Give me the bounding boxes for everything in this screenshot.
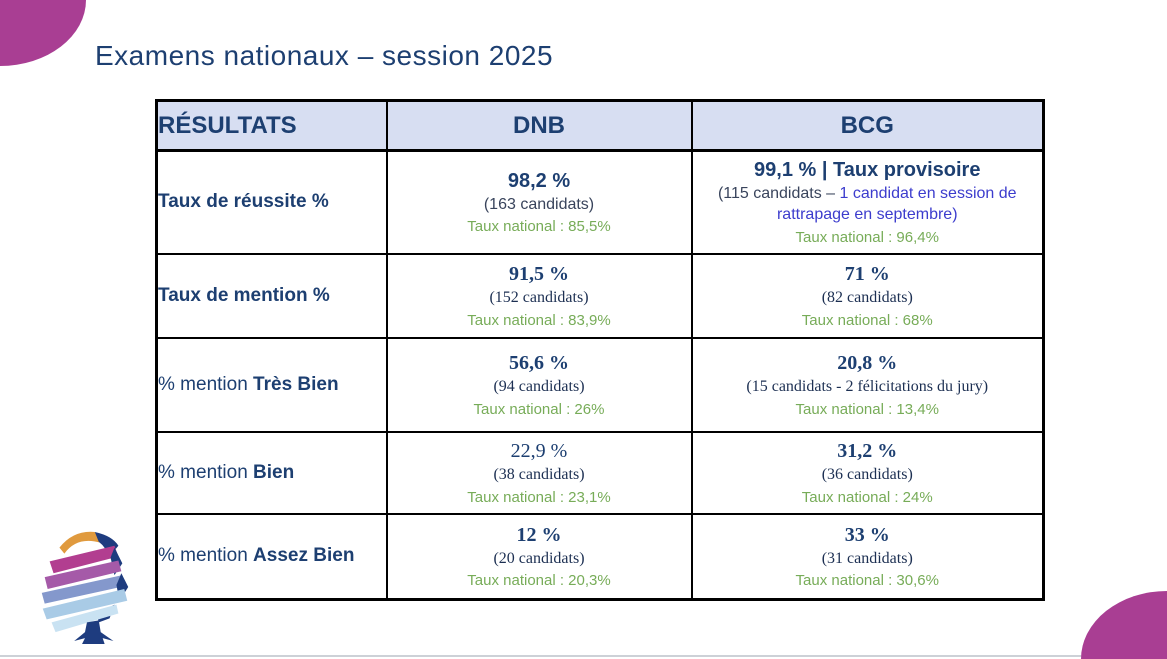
bcg-candidates: (31 candidats)	[821, 549, 913, 567]
bcg-cell: 71 % (82 candidats) Taux national : 68%	[690, 252, 1045, 339]
bcg-value: 71 %	[844, 262, 890, 285]
dnb-value: 91,5 %	[509, 262, 569, 285]
dnb-candidates: (152 candidats)	[489, 288, 589, 306]
column-header-dnb: DNB	[385, 99, 693, 152]
row-label-prefix: % mention	[158, 545, 254, 567]
table-row-mention-tres-bien: % mention Très Bien 56,6 % (94 candidats…	[155, 336, 1045, 433]
bcg-candidates: (36 candidats)	[821, 465, 913, 483]
row-label-bold: Bien	[253, 461, 295, 483]
bcg-national-rate: Taux national : 96,4%	[795, 228, 939, 246]
row-label: % mention Bien	[155, 430, 388, 515]
bcg-candidates-highlight: 1 candidat en session de rattrapage en s…	[776, 185, 1017, 223]
row-label: % mention Assez Bien	[155, 512, 388, 601]
row-label-bold: Taux de mention %	[158, 284, 330, 306]
dnb-national-rate: Taux national : 83,9%	[467, 311, 611, 329]
dnb-value: 12 %	[516, 523, 562, 546]
tree-ribbon-logo-icon	[41, 531, 129, 644]
bcg-candidates: (15 candidats - 2 félicitations du jury)	[746, 377, 989, 395]
dnb-national-rate: Taux national : 26%	[473, 400, 605, 418]
dnb-cell: 12 % (20 candidats) Taux national : 20,3…	[385, 512, 693, 601]
row-label-prefix: % mention	[158, 461, 254, 483]
dnb-cell: 91,5 % (152 candidats) Taux national : 8…	[385, 252, 693, 339]
bcg-value: 33 %	[844, 523, 890, 546]
dnb-cell: 98,2 % (163 candidats) Taux national : 8…	[385, 149, 693, 255]
page-title: Examens nationaux – session 2025	[95, 40, 554, 71]
table-row-mention-bien: % mention Bien 22,9 % (38 candidats) Tau…	[155, 430, 1045, 515]
dnb-national-rate: Taux national : 20,3%	[467, 572, 611, 590]
corner-decoration-top-left	[0, 0, 86, 66]
row-label-bold: Très Bien	[253, 373, 339, 395]
table-row-taux-reussite: Taux de réussite % 98,2 % (163 candidats…	[155, 149, 1045, 255]
bcg-candidates-navy: (115 candidats –	[717, 185, 840, 203]
bcg-value: 31,2 %	[837, 439, 898, 462]
dnb-national-rate: Taux national : 85,5%	[467, 218, 611, 236]
dnb-candidates: (163 candidats)	[483, 195, 595, 213]
row-label: % mention Très Bien	[155, 336, 388, 433]
row-label: Taux de réussite %	[155, 149, 388, 255]
bcg-cell: 20,8 % (15 candidats - 2 félicitations d…	[690, 336, 1045, 433]
row-label-prefix: % mention	[158, 373, 254, 395]
bcg-value: 20,8 %	[837, 351, 898, 374]
table-row-taux-mention: Taux de mention % 91,5 % (152 candidats)…	[155, 252, 1045, 339]
header-row: RÉSULTATS DNB BCG	[155, 99, 1045, 152]
dnb-cell: 22,9 % (38 candidats) Taux national : 23…	[385, 430, 693, 515]
dnb-candidates: (38 candidats)	[493, 465, 585, 483]
bcg-candidates: (115 candidats – 1 candidat en session d…	[694, 184, 1042, 226]
dnb-candidates: (94 candidats)	[493, 377, 585, 395]
school-tree-logo	[28, 524, 141, 652]
column-header-resultats: RÉSULTATS	[155, 99, 388, 152]
corner-decoration-bottom-right	[1081, 591, 1167, 659]
row-label-bold: Taux de réussite %	[158, 191, 329, 213]
row-label-bold: Assez Bien	[253, 545, 355, 567]
row-label: Taux de mention %	[155, 252, 388, 339]
bcg-national-rate: Taux national : 13,4%	[795, 400, 939, 418]
bcg-national-rate: Taux national : 68%	[801, 311, 933, 329]
bcg-cell: 99,1 % | Taux provisoire (115 candidats …	[690, 149, 1045, 255]
dnb-value: 56,6 %	[509, 351, 569, 374]
dnb-candidates: (20 candidats)	[493, 549, 585, 567]
bcg-candidates: (82 candidats)	[821, 288, 913, 306]
dnb-cell: 56,6 % (94 candidats) Taux national : 26…	[385, 336, 693, 433]
dnb-national-rate: Taux national : 23,1%	[467, 488, 611, 506]
dnb-value: 98,2 %	[507, 169, 571, 192]
bcg-value: 99,1 % | Taux provisoire	[754, 159, 981, 182]
footer-divider-line	[0, 655, 1167, 657]
column-header-bcg: BCG	[690, 99, 1045, 152]
bcg-cell: 33 % (31 candidats) Taux national : 30,6…	[690, 512, 1045, 601]
table-row-mention-assez-bien: % mention Assez Bien 12 % (20 candidats)…	[155, 512, 1045, 601]
bcg-cell: 31,2 % (36 candidats) Taux national : 24…	[690, 430, 1045, 515]
bcg-national-rate: Taux national : 30,6%	[795, 572, 939, 590]
results-table: RÉSULTATS DNB BCG Taux de réussite % 98,…	[155, 99, 1045, 601]
bcg-national-rate: Taux national : 24%	[801, 488, 933, 506]
dnb-value: 22,9 %	[510, 439, 568, 462]
